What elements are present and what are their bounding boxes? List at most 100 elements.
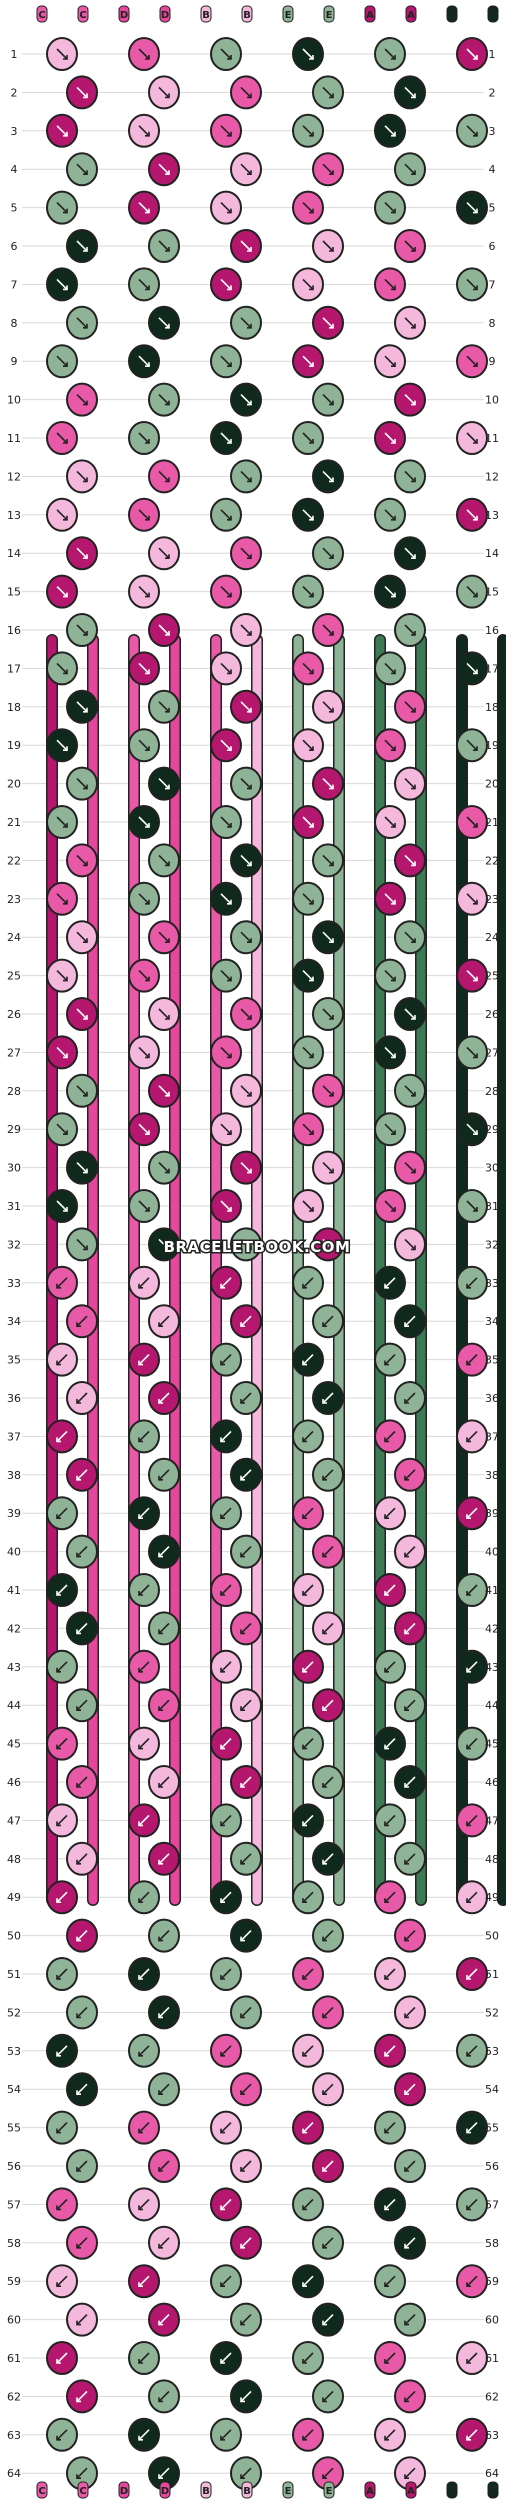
row-number: 40 — [7, 1546, 21, 1559]
knot — [210, 651, 242, 686]
knot — [66, 2225, 98, 2260]
top-strand-label: A — [364, 5, 376, 23]
row-number: 42 — [7, 1622, 21, 1635]
knot — [66, 75, 98, 110]
knot — [230, 2379, 262, 2414]
knot — [210, 1189, 242, 1223]
svg-text:E: E — [326, 2486, 333, 2497]
row-number: 36 — [7, 1392, 21, 1405]
knot — [210, 2264, 242, 2299]
knot — [66, 229, 98, 263]
bottom-strand-label: E — [323, 2481, 335, 2499]
knot — [394, 75, 426, 110]
knot — [394, 229, 426, 263]
knot — [66, 382, 98, 417]
row-number: 60 — [7, 2314, 21, 2327]
knot — [394, 2072, 426, 2107]
knot — [394, 689, 426, 724]
knot — [292, 1726, 324, 1761]
knot — [66, 1611, 98, 1646]
svg-text:A: A — [407, 2486, 415, 2497]
knot — [292, 728, 324, 763]
knot — [66, 2072, 98, 2107]
knot — [292, 1265, 324, 1300]
row-number: 12 — [7, 470, 21, 483]
knot — [66, 1227, 98, 1262]
knot — [46, 728, 78, 763]
knot — [46, 1726, 78, 1761]
knot — [292, 497, 324, 532]
knot — [456, 881, 488, 916]
row-number: 7 — [11, 278, 18, 291]
knot — [128, 651, 160, 686]
knot — [456, 1803, 488, 1838]
knot — [230, 1381, 262, 1415]
knot — [230, 152, 262, 187]
row-number: 12 — [485, 470, 499, 483]
knot — [374, 574, 406, 609]
knot — [394, 766, 426, 801]
knot — [374, 1112, 406, 1147]
knot — [148, 613, 180, 647]
knot — [292, 1573, 324, 1607]
top-strand-label: B — [200, 5, 212, 23]
row-number: 28 — [7, 1085, 21, 1098]
knot — [394, 920, 426, 955]
row-number: 58 — [485, 2237, 499, 2250]
knot — [210, 1419, 242, 1454]
knot — [128, 2264, 160, 2299]
knot — [46, 881, 78, 916]
row-number: 52 — [485, 2006, 499, 2019]
row-number: 32 — [7, 1238, 21, 1251]
knot — [148, 1688, 180, 1723]
knot — [394, 1457, 426, 1492]
knot — [66, 1688, 98, 1723]
knot — [292, 1803, 324, 1838]
knot — [456, 2033, 488, 2068]
row-number: 34 — [7, 1315, 21, 1328]
row-number: 20 — [485, 778, 499, 791]
knot — [230, 382, 262, 417]
knot — [456, 2341, 488, 2375]
knot — [394, 459, 426, 494]
knot — [292, 1649, 324, 1684]
row-number: 38 — [7, 1469, 21, 1482]
knot — [66, 689, 98, 724]
knot — [128, 1649, 160, 1684]
row-number: 16 — [7, 624, 21, 637]
svg-text:C: C — [79, 10, 86, 21]
knot — [148, 920, 180, 955]
knot — [394, 305, 426, 340]
knot — [312, 1611, 344, 1646]
knot — [292, 1112, 324, 1147]
knot — [312, 766, 344, 801]
row-number: 41 — [485, 1584, 499, 1597]
row-number: 48 — [485, 1853, 499, 1866]
svg-text:B: B — [243, 2486, 251, 2497]
row-number: 5 — [11, 202, 18, 215]
knot — [394, 843, 426, 878]
knot — [230, 613, 262, 647]
knot — [46, 2033, 78, 2068]
row-number: 17 — [7, 662, 21, 675]
knot — [312, 2072, 344, 2107]
knot — [66, 1381, 98, 1415]
knot — [46, 1496, 78, 1531]
knot — [66, 1457, 98, 1492]
top-strand-label: D — [159, 5, 171, 23]
row-number: 37 — [7, 1430, 21, 1443]
row-number: 63 — [485, 2429, 499, 2442]
svg-text:D: D — [161, 10, 169, 21]
knot — [128, 2187, 160, 2222]
knot — [210, 1880, 242, 1915]
row-number: 17 — [485, 662, 499, 675]
row-number: 30 — [7, 1162, 21, 1175]
knot — [312, 1150, 344, 1185]
knot — [374, 958, 406, 993]
svg-text:B: B — [202, 2486, 210, 2497]
knot — [148, 843, 180, 878]
top-strand-label: D — [118, 5, 130, 23]
knot — [210, 1112, 242, 1147]
knot — [456, 113, 488, 148]
